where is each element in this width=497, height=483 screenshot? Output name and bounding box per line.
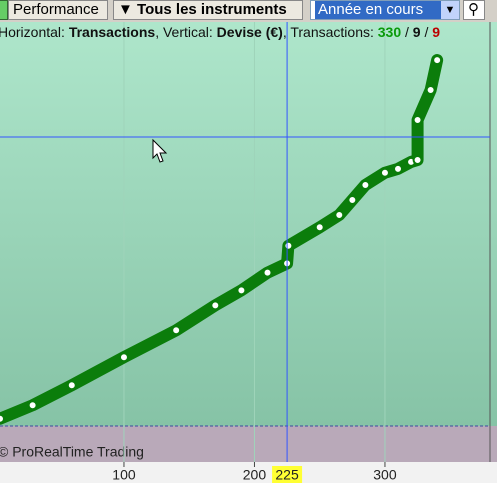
trade-point bbox=[412, 115, 423, 126]
x-tick-label: 100 bbox=[112, 467, 136, 483]
mouse-pointer bbox=[152, 138, 168, 163]
tool-icon[interactable]: ⚲ bbox=[463, 0, 485, 20]
cursor-label-bg bbox=[272, 466, 303, 483]
view-button[interactable]: Performance bbox=[8, 0, 108, 20]
dropdown-arrow: ▼ bbox=[118, 1, 138, 18]
trade-point bbox=[118, 352, 129, 363]
vertical-label: , Vertical: bbox=[155, 24, 213, 40]
toolbar: Performance ▼ Tous les instruments Année… bbox=[0, 0, 497, 22]
total-count: 330 bbox=[377, 24, 402, 40]
chart-icon[interactable] bbox=[0, 0, 8, 20]
watermark: © ProRealTime Trading bbox=[0, 444, 144, 460]
cursor-x-label: 225 bbox=[275, 467, 299, 483]
winners-count: 9 bbox=[412, 24, 421, 40]
trade-point bbox=[412, 155, 423, 166]
period-select[interactable]: Année en cours ▼ bbox=[310, 0, 460, 20]
vertical-value: Devise (€) bbox=[216, 24, 283, 40]
trade-point bbox=[314, 222, 325, 233]
trade-point bbox=[379, 167, 390, 178]
trade-point bbox=[171, 325, 182, 336]
x-axis-area bbox=[0, 462, 497, 483]
period-label: Année en cours bbox=[315, 1, 447, 19]
trade-point bbox=[360, 179, 371, 190]
trade-point bbox=[27, 400, 38, 411]
x-tick-label: 300 bbox=[373, 467, 397, 483]
count-label: , Transactions: bbox=[282, 24, 374, 40]
negative-zone bbox=[0, 426, 497, 462]
trade-point bbox=[236, 285, 247, 296]
plot-area bbox=[0, 22, 497, 426]
separator: / bbox=[405, 24, 409, 40]
trade-point bbox=[210, 300, 221, 311]
trade-point bbox=[425, 85, 436, 96]
instruments-label: Tous les instruments bbox=[137, 1, 287, 18]
chart-header: Horizontal: Transactions, Vertical: Devi… bbox=[0, 22, 497, 42]
x-tick-label: 200 bbox=[243, 467, 267, 483]
select-arrow: ▼ bbox=[441, 1, 459, 19]
horizontal-label: Horizontal: bbox=[0, 24, 65, 40]
trade-point bbox=[334, 209, 345, 220]
trade-point bbox=[262, 267, 273, 278]
trade-point bbox=[432, 55, 443, 66]
losers-count: 9 bbox=[432, 24, 441, 40]
trade-point bbox=[283, 240, 294, 251]
trade-point bbox=[0, 413, 5, 424]
instruments-dropdown[interactable]: ▼ Tous les instruments bbox=[113, 0, 303, 20]
trade-point bbox=[347, 194, 358, 205]
trade-point bbox=[393, 163, 404, 174]
trade-point bbox=[66, 380, 77, 391]
horizontal-value: Transactions bbox=[68, 24, 156, 40]
separator: / bbox=[424, 24, 429, 40]
